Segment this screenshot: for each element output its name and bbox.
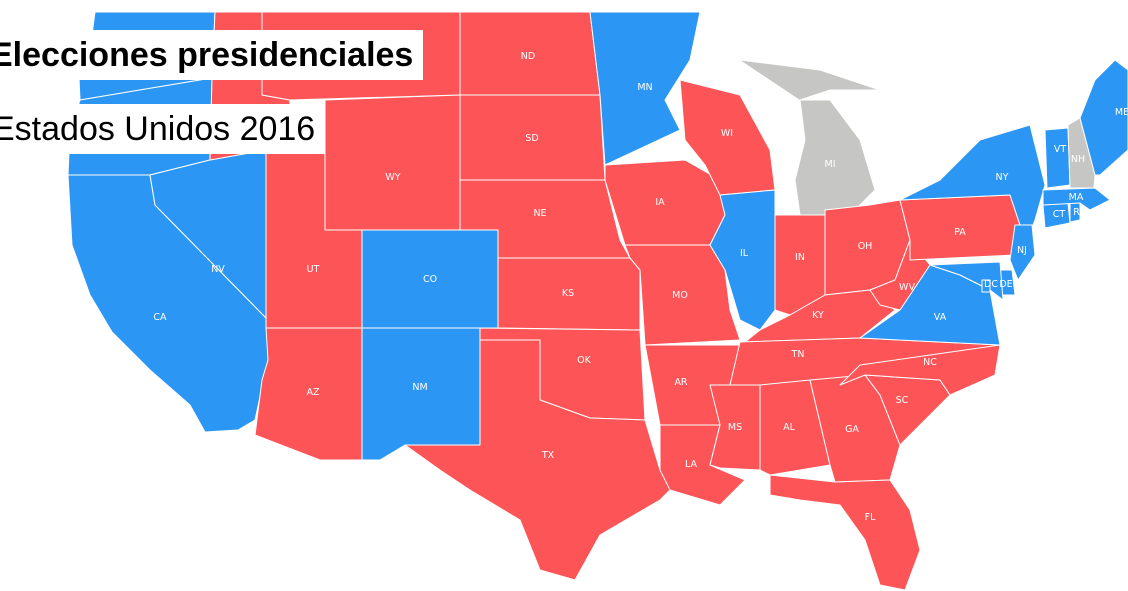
state-label-wy: WY [385,172,400,183]
state-label-ga: GA [845,424,859,435]
state-label-ri: RI [1073,207,1082,218]
state-label-mo: MO [672,290,688,301]
state-label-nm: NM [412,382,427,393]
state-nm[interactable] [361,327,481,461]
state-label-ks: KS [562,288,574,299]
state-ks[interactable] [497,257,641,331]
state-fl[interactable] [769,474,921,591]
state-label-ok: OK [577,355,591,366]
state-label-tn: TN [791,349,805,360]
state-label-az: AZ [306,387,319,398]
state-label-ma: MA [1069,192,1084,203]
state-label-pa: PA [954,227,966,238]
state-label-la: LA [685,459,698,470]
state-label-fl: FL [865,512,876,523]
state-label-vt: VT [1054,144,1066,155]
state-nh[interactable] [1067,117,1096,189]
state-md[interactable] [929,261,1004,301]
state-label-ut: UT [307,264,320,275]
state-ma[interactable] [1042,187,1111,211]
state-label-oh: OH [858,241,873,252]
state-mn[interactable] [589,11,701,166]
state-label-sd: SD [525,133,538,144]
state-label-co: CO [423,274,437,285]
state-labels: CA NV WY UT AZ CO NM ND SD NE KS OK TX MN IA MO AR LA WI IL… [153,51,1128,523]
state-label-ia: IA [655,197,665,208]
state-label-ny: NY [996,172,1009,183]
state-ia[interactable] [604,159,726,246]
state-label-nc: NC [923,357,937,368]
state-shapes [67,11,1128,591]
state-label-ca: CA [153,312,167,323]
state-nc[interactable] [839,344,1001,396]
state-label-ky: KY [812,310,824,321]
state-nj[interactable] [1009,224,1036,281]
state-vt[interactable] [1044,127,1071,189]
state-ny[interactable] [899,124,1046,246]
state-label-va: VA [934,312,947,323]
state-label-nj: NJ [1017,245,1027,256]
map-subtitle: Estados Unidos 2016 [0,104,326,154]
state-dc[interactable] [981,279,991,293]
state-label-mi: MI [825,159,836,170]
state-al[interactable] [759,379,831,476]
state-label-wv: WV [899,282,915,293]
state-label-tx: TX [541,450,555,461]
state-label-wi: WI [721,128,733,139]
state-me[interactable] [1079,59,1128,176]
state-label-ne: NE [533,208,546,219]
state-label-mn: MN [637,82,652,93]
state-label-dc: DC [984,279,998,290]
state-label-nh: NH [1071,154,1085,165]
state-label-ms: MS [728,422,742,433]
state-label-sc: SC [896,395,909,406]
state-wy[interactable] [324,94,461,231]
state-label-ar: AR [674,377,687,388]
map-title: Elecciones presidenciales [0,30,424,80]
state-label-nd: ND [521,51,535,62]
state-label-in: IN [795,252,805,263]
state-label-nv: NV [211,264,225,275]
state-label-al: AL [783,422,795,433]
state-label-ct: CT [1053,209,1066,220]
state-label-il: IL [740,248,749,259]
state-label-de: DE [999,279,1012,290]
state-label-me: ME [1115,107,1128,118]
